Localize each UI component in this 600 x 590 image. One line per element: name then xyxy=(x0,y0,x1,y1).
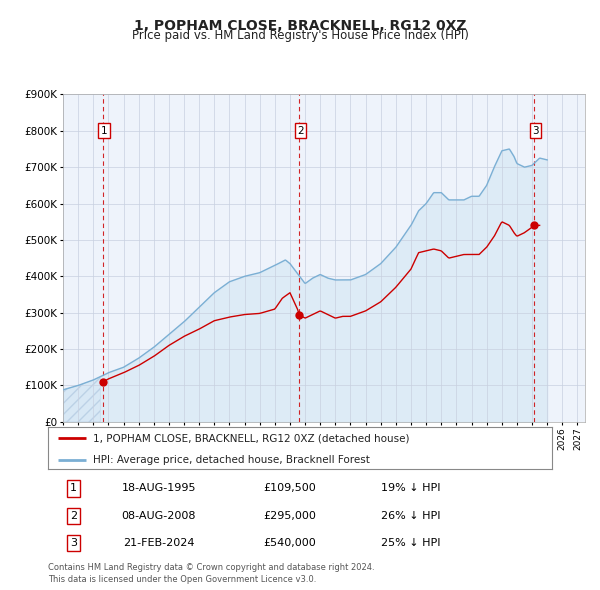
Text: 1, POPHAM CLOSE, BRACKNELL, RG12 0XZ: 1, POPHAM CLOSE, BRACKNELL, RG12 0XZ xyxy=(134,19,466,33)
Text: 2: 2 xyxy=(70,511,77,521)
Text: 19% ↓ HPI: 19% ↓ HPI xyxy=(381,483,440,493)
Text: £109,500: £109,500 xyxy=(263,483,316,493)
Text: Price paid vs. HM Land Registry's House Price Index (HPI): Price paid vs. HM Land Registry's House … xyxy=(131,30,469,42)
Text: 2: 2 xyxy=(297,126,304,136)
Text: 3: 3 xyxy=(532,126,539,136)
Text: 18-AUG-1995: 18-AUG-1995 xyxy=(122,483,196,493)
Text: 25% ↓ HPI: 25% ↓ HPI xyxy=(381,538,440,548)
Text: 08-AUG-2008: 08-AUG-2008 xyxy=(122,511,196,521)
Text: £540,000: £540,000 xyxy=(263,538,316,548)
Text: HPI: Average price, detached house, Bracknell Forest: HPI: Average price, detached house, Brac… xyxy=(94,455,370,465)
Text: 1, POPHAM CLOSE, BRACKNELL, RG12 0XZ (detached house): 1, POPHAM CLOSE, BRACKNELL, RG12 0XZ (de… xyxy=(94,434,410,444)
Text: This data is licensed under the Open Government Licence v3.0.: This data is licensed under the Open Gov… xyxy=(48,575,316,584)
Text: 1: 1 xyxy=(70,483,77,493)
Text: £295,000: £295,000 xyxy=(263,511,316,521)
Text: 3: 3 xyxy=(70,538,77,548)
Text: 21-FEB-2024: 21-FEB-2024 xyxy=(123,538,194,548)
Text: 1: 1 xyxy=(101,126,107,136)
Text: Contains HM Land Registry data © Crown copyright and database right 2024.: Contains HM Land Registry data © Crown c… xyxy=(48,563,374,572)
Text: 26% ↓ HPI: 26% ↓ HPI xyxy=(381,511,440,521)
